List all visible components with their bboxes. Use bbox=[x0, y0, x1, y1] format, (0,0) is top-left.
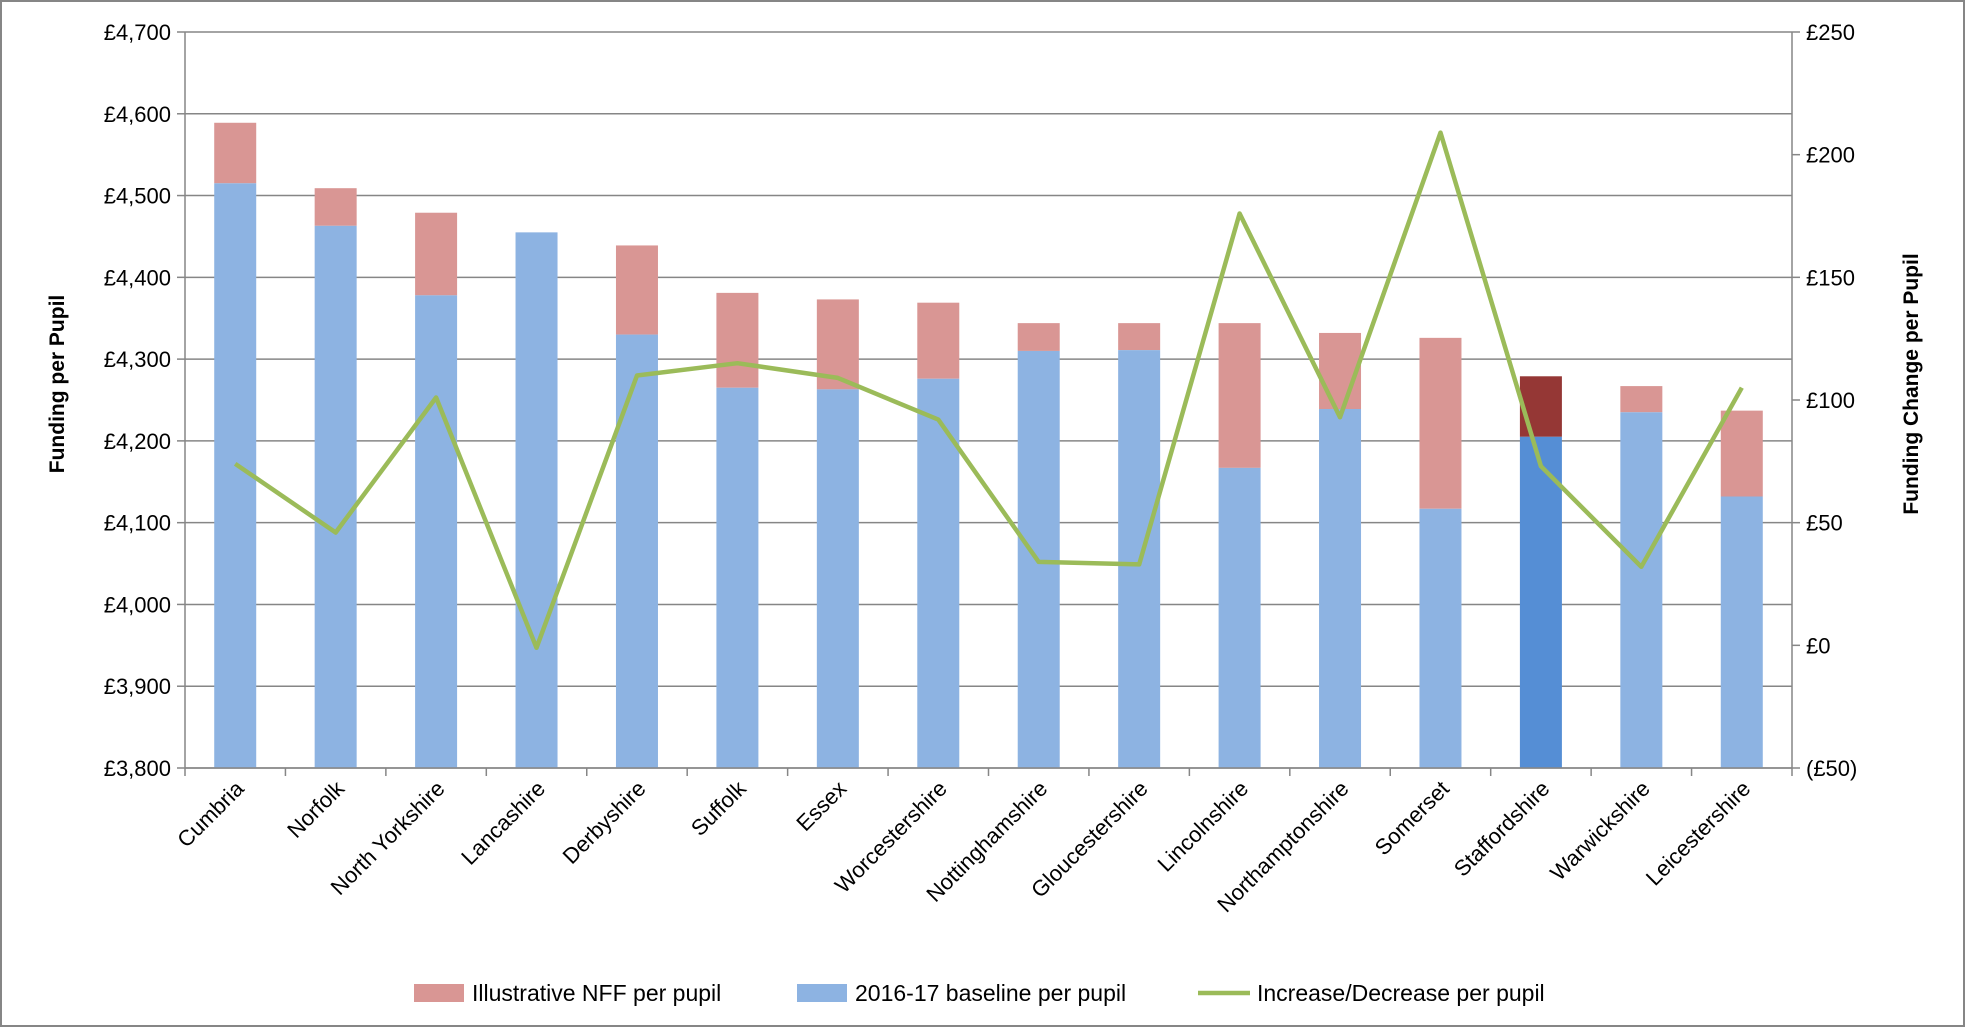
left-tick-label: £4,300 bbox=[104, 347, 171, 372]
left-tick-label: £4,400 bbox=[104, 265, 171, 290]
y2-axis-title: Funding Change per Pupil bbox=[1900, 253, 1923, 514]
right-tick-label: £100 bbox=[1806, 388, 1855, 413]
bar-nff-segment bbox=[214, 122, 257, 184]
left-tick-label: £4,700 bbox=[104, 20, 171, 45]
right-tick-label: £0 bbox=[1806, 633, 1830, 658]
bar-baseline-segment bbox=[515, 232, 558, 768]
right-tick-label: £200 bbox=[1806, 143, 1855, 168]
bar-baseline-segment bbox=[1519, 436, 1562, 768]
bar-nff-segment bbox=[917, 302, 960, 379]
left-tick-label: £3,800 bbox=[104, 756, 171, 781]
bar-baseline-segment bbox=[1319, 408, 1362, 768]
axes bbox=[177, 31, 1800, 776]
bar-nff-segment bbox=[716, 292, 759, 388]
left-tick-label: £3,900 bbox=[104, 674, 171, 699]
line-series bbox=[233, 130, 1744, 651]
legend-swatch bbox=[797, 984, 847, 1002]
bar-baseline-segment bbox=[1720, 496, 1763, 768]
bar-nff-segment bbox=[1519, 376, 1562, 437]
bar-nff-segment bbox=[1118, 323, 1161, 351]
right-tick-label: £50 bbox=[1806, 511, 1843, 536]
left-tick-label: £4,200 bbox=[104, 429, 171, 454]
bar-nff-segment bbox=[1218, 323, 1261, 468]
y-axis-title: Funding per Pupil bbox=[46, 295, 69, 473]
left-tick-label: £4,000 bbox=[104, 592, 171, 617]
left-axis-ticks: £3,800 £3,900 £4,000 £4,100 £4,200 £4,300 £4,4… bbox=[104, 20, 171, 781]
right-axis-ticks: (£50) £0 £50 £100 £150 £200 £250 bbox=[1806, 20, 1857, 781]
legend-label: 2016-17 baseline per pupil bbox=[855, 980, 1126, 1006]
increase-decrease-line bbox=[233, 130, 1744, 651]
bar-nff-segment bbox=[314, 188, 357, 226]
legend-label: Illustrative NFF per pupil bbox=[472, 980, 721, 1006]
bar-nff-segment bbox=[1720, 410, 1763, 497]
bar-baseline-segment bbox=[615, 334, 658, 768]
right-tick-label: £150 bbox=[1806, 265, 1855, 290]
right-tick-label: (£50) bbox=[1806, 756, 1857, 781]
left-tick-label: £4,600 bbox=[104, 102, 171, 127]
bar-nff-segment bbox=[1620, 386, 1663, 413]
bar-nff-segment bbox=[1017, 323, 1060, 351]
right-tick-label: £250 bbox=[1806, 20, 1855, 45]
legend: Illustrative NFF per pupil 2016-17 baseli… bbox=[414, 980, 1545, 1006]
bar-baseline-segment bbox=[716, 387, 759, 768]
bar-baseline-segment bbox=[415, 295, 458, 768]
bar-nff-segment bbox=[415, 212, 458, 296]
left-tick-label: £4,500 bbox=[104, 184, 171, 209]
bar-nff-segment bbox=[615, 245, 658, 335]
bar-baseline-segment bbox=[314, 225, 357, 768]
left-tick-label: £4,100 bbox=[104, 511, 171, 536]
legend-label: Increase/Decrease per pupil bbox=[1257, 980, 1545, 1006]
bar-nff-segment bbox=[1419, 337, 1462, 509]
bar-baseline-segment bbox=[1218, 467, 1261, 768]
legend-swatch bbox=[414, 984, 464, 1002]
bars bbox=[214, 122, 1763, 769]
bar-baseline-segment bbox=[917, 378, 960, 768]
bar-baseline-segment bbox=[1620, 412, 1663, 768]
bar-baseline-segment bbox=[816, 389, 859, 768]
bar-baseline-segment bbox=[1419, 508, 1462, 768]
